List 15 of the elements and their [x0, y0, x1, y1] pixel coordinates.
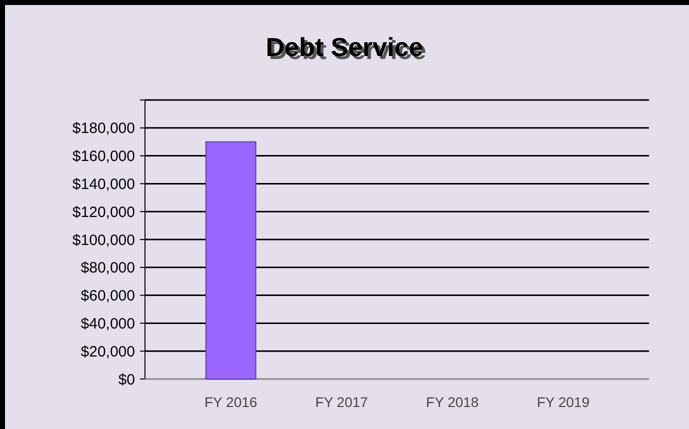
x-tick-label: FY 2018: [426, 394, 479, 410]
y-tick-label: $180,000: [72, 120, 135, 138]
y-tick-label: $40,000: [80, 315, 135, 332]
y-tick-label: $120,000: [72, 204, 135, 221]
x-tick-label: FY 2016: [204, 394, 258, 410]
y-tick-label: $0: [118, 371, 135, 388]
y-tick-label: $140,000: [72, 176, 135, 193]
x-tick-label: FY 2019: [536, 394, 590, 410]
x-tick-label: FY 2017: [315, 394, 368, 410]
y-tick-label: $80,000: [80, 260, 135, 277]
y-tick-label: $20,000: [80, 343, 135, 360]
chart-title: Debt Service: [268, 35, 426, 65]
y-tick-label: $60,000: [80, 288, 135, 305]
y-tick-label: $160,000: [72, 148, 135, 166]
y-tick-label: $100,000: [72, 232, 135, 249]
